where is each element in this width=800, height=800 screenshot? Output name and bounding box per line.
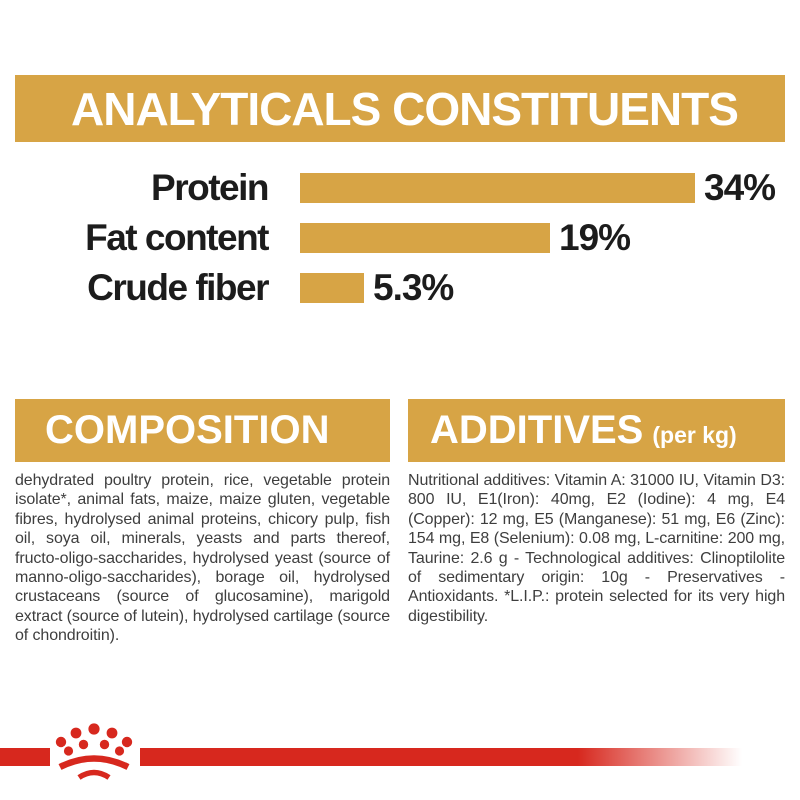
chart-row: Crude fiber 5.3% [0,263,800,313]
royal-canin-crown-logo-icon [55,723,133,780]
chart-bar [300,173,695,203]
chart-bar [300,273,364,303]
chart-value-label: 34% [704,167,776,208]
additives-heading-text: ADDITIVES [430,408,644,452]
footer-stripe-left [0,748,50,766]
chart-row: Protein 34% [0,163,800,213]
additives-body-text: Nutritional additives: Vitamin A: 31000 … [408,472,785,625]
chart-value-label: 19% [559,217,631,258]
analyticals-chart: Protein 34% Fat content 19% Crude fiber 5.3% [0,163,800,313]
composition-heading-text: COMPOSITION [45,408,330,452]
composition-header-banner: COMPOSITION [15,399,390,462]
additives-header-banner: ADDITIVES (per kg) [408,399,785,462]
footer-stripe-right [140,748,748,766]
additives-heading-suffix: (per kg) [652,422,737,448]
chart-category-label: Protein [151,167,269,208]
chart-category-label: Fat content [85,217,269,258]
chart-category-label: Crude fiber [87,267,269,308]
additives-section: ADDITIVES (per kg) Nutritional additives… [408,399,785,626]
chart-bar [300,223,550,253]
composition-section: COMPOSITION dehydrated poultry protein, … [15,399,390,646]
chart-row: Fat content 19% [0,213,800,263]
chart-value-label: 5.3% [373,267,454,308]
composition-heading: COMPOSITION [15,408,329,453]
analyticals-header-banner: ANALYTICALS CONSTITUENTS [15,75,785,142]
analyticals-title: ANALYTICALS CONSTITUENTS [71,82,739,135]
additives-heading: ADDITIVES (per kg) [408,408,737,453]
composition-body-text: dehydrated poultry protein, rice, vegeta… [15,472,391,645]
